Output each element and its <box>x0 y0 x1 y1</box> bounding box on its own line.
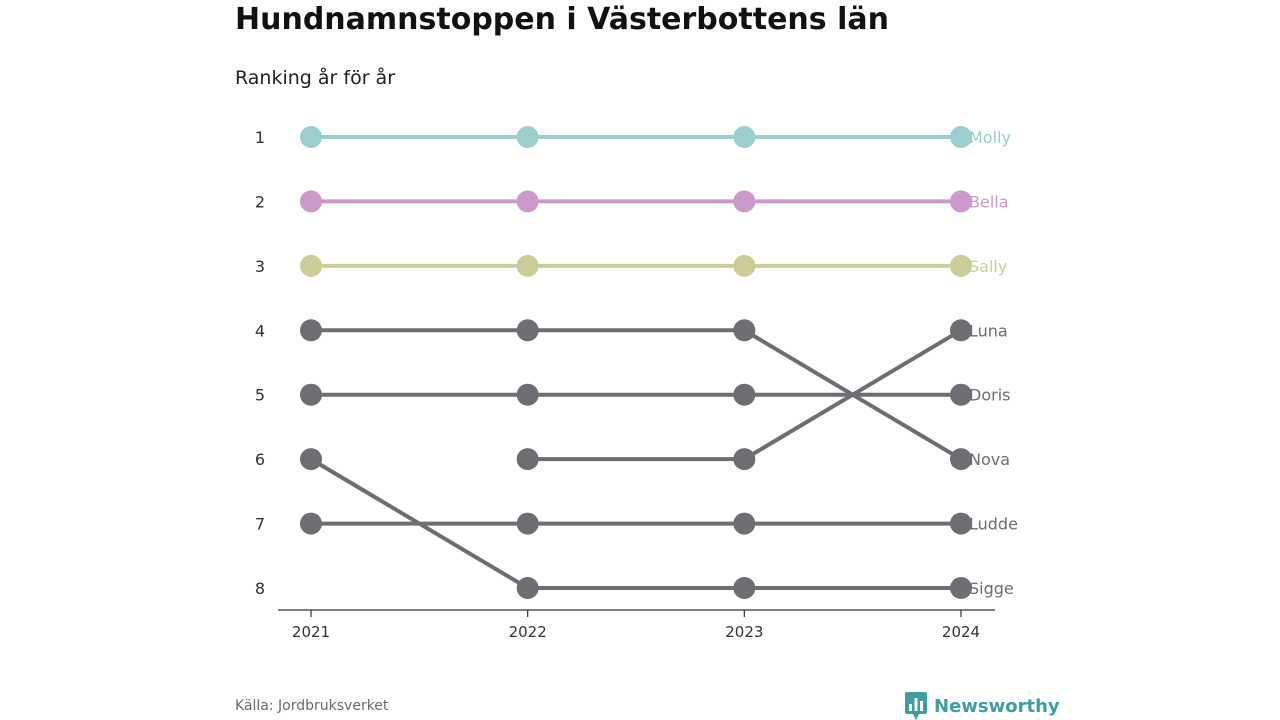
data-point <box>300 448 322 471</box>
data-point <box>950 254 972 277</box>
data-point <box>300 383 322 406</box>
data-point <box>516 512 539 535</box>
data-point <box>516 254 539 277</box>
brand-name: Newsworthy <box>934 695 1060 717</box>
series-label: Luna <box>969 321 1008 340</box>
data-point <box>516 448 539 471</box>
data-point <box>733 448 756 471</box>
newsworthy-logo-icon <box>905 692 927 720</box>
brand-logo[interactable]: Newsworthy <box>905 692 1060 720</box>
x-tick-label: 2023 <box>725 623 763 641</box>
series-label: Sally <box>969 257 1007 276</box>
series-label: Nova <box>969 450 1010 469</box>
data-point <box>300 190 322 213</box>
data-point <box>733 190 756 213</box>
data-point <box>733 254 756 277</box>
data-point <box>516 383 539 406</box>
data-point <box>516 126 539 148</box>
data-point <box>950 319 972 342</box>
series-label: Doris <box>969 386 1010 405</box>
data-point <box>950 383 972 406</box>
series-label: Ludde <box>969 515 1018 534</box>
source-note: Källa: Jordbruksverket <box>235 698 389 714</box>
data-point <box>950 512 972 535</box>
data-point <box>733 126 756 148</box>
data-point <box>300 254 322 277</box>
data-point <box>950 448 972 471</box>
data-point <box>950 190 972 213</box>
data-point <box>516 190 539 213</box>
data-point <box>300 512 322 535</box>
y-tick-label: 2 <box>255 192 265 211</box>
x-tick-label: 2022 <box>509 623 547 641</box>
y-tick-label: 5 <box>255 386 265 405</box>
y-tick-label: 6 <box>255 450 265 469</box>
bump-chart: 1 2 3 4 5 6 7 8 2021 2022 2023 2024 Luna Doris Nova Lud… <box>255 126 1018 641</box>
chart-subtitle: Ranking år för år <box>235 67 396 89</box>
series-label: Molly <box>969 128 1011 147</box>
data-point <box>733 383 756 406</box>
chart-title: Hundnamnstoppen i Västerbottens län <box>235 2 889 37</box>
y-tick-label: 3 <box>255 257 265 276</box>
data-point <box>300 319 322 342</box>
y-tick-label: 8 <box>255 579 265 598</box>
series-line <box>742 328 963 462</box>
data-point <box>300 126 322 148</box>
data-point <box>516 577 539 599</box>
series-label: Bella <box>969 192 1009 211</box>
series-line <box>309 457 530 590</box>
y-tick-label: 4 <box>255 321 265 340</box>
data-point <box>733 319 756 342</box>
x-tick-label: 2021 <box>292 623 330 641</box>
data-point <box>733 512 756 535</box>
y-tick-label: 1 <box>255 128 265 147</box>
y-tick-label: 7 <box>255 515 265 534</box>
data-point <box>950 577 972 599</box>
data-point <box>516 319 539 342</box>
data-point <box>950 126 972 148</box>
data-point <box>733 577 756 599</box>
x-tick-label: 2024 <box>942 623 980 641</box>
series-label: Sigge <box>969 579 1014 598</box>
